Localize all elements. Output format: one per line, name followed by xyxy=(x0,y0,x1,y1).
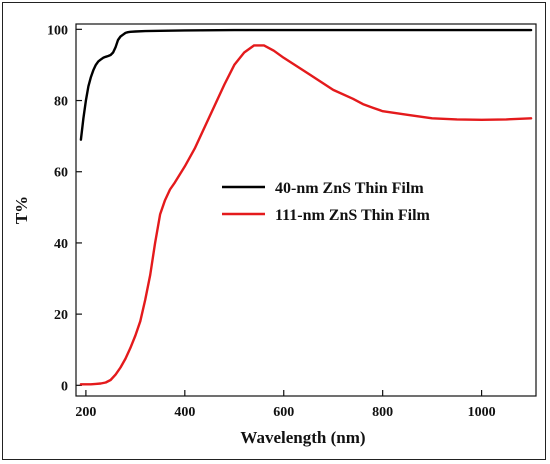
series-line-111nm xyxy=(79,44,533,386)
y-tick-label: 80 xyxy=(54,95,68,110)
x-tick-label: 800 xyxy=(372,405,393,420)
legend-label-40nm: 40-nm ZnS Thin Film xyxy=(275,180,424,197)
series-line-40nm xyxy=(79,28,533,141)
y-tick-label: 100 xyxy=(47,23,68,38)
x-tick-label: 400 xyxy=(174,405,195,420)
x-tick-label: 200 xyxy=(75,405,96,420)
legend-label-111nm: 111-nm ZnS Thin Film xyxy=(275,207,431,224)
plot-area xyxy=(75,23,537,397)
legend: 40-nm ZnS Thin Film 111-nm ZnS Thin Film xyxy=(222,180,431,224)
y-tick-label: 20 xyxy=(54,308,68,323)
y-tick-label: 60 xyxy=(54,166,68,181)
transmittance-chart: 200 400 600 800 1000 0 20 40 60 80 100 T% Wavelen… xyxy=(12,23,537,447)
y-axis-title: T% xyxy=(12,196,31,224)
chart-frame: 200 400 600 800 1000 0 20 40 60 80 100 T% Wavelen… xyxy=(2,2,546,460)
x-axis-title: Wavelength (nm) xyxy=(240,428,365,447)
y-tick-label: 40 xyxy=(54,237,68,252)
y-tick-label: 0 xyxy=(61,379,68,394)
x-tick-label: 1000 xyxy=(468,405,496,420)
x-tick-label: 600 xyxy=(273,405,294,420)
